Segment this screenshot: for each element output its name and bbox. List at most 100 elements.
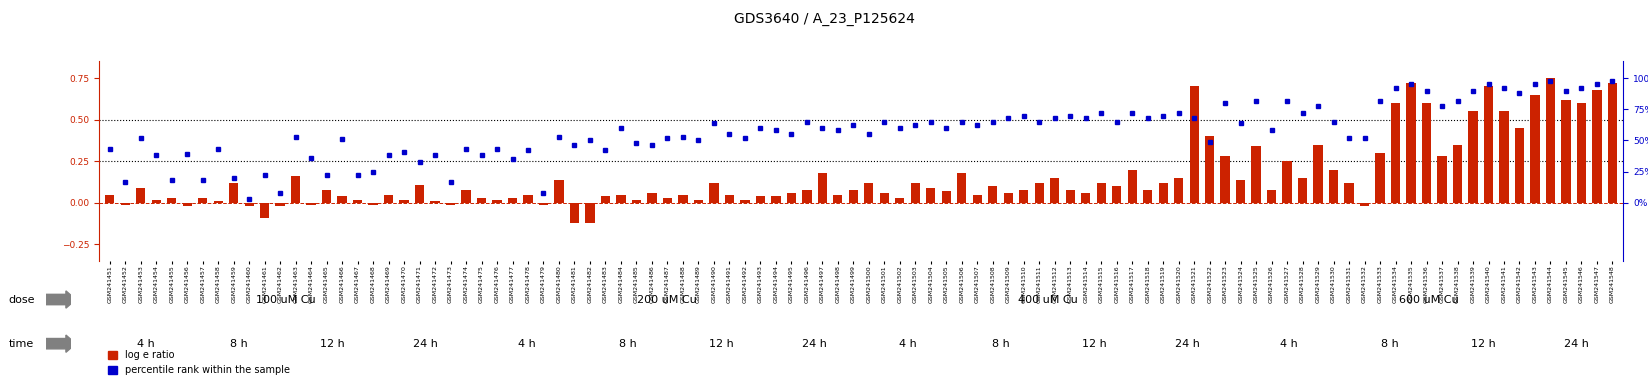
Bar: [1081, 193, 1091, 203]
Bar: [834, 195, 842, 203]
Bar: [585, 203, 595, 223]
Text: 400 uM Cu: 400 uM Cu: [1018, 295, 1078, 305]
Bar: [539, 203, 549, 205]
Bar: [292, 176, 300, 203]
Bar: [694, 200, 704, 203]
FancyArrow shape: [46, 291, 76, 308]
Bar: [616, 195, 626, 203]
Bar: [1282, 161, 1292, 203]
Bar: [570, 203, 578, 223]
Bar: [1360, 203, 1369, 206]
Bar: [1313, 145, 1323, 203]
Bar: [1127, 170, 1137, 203]
Text: 24 h: 24 h: [414, 339, 438, 349]
Bar: [1267, 190, 1276, 203]
Bar: [989, 186, 997, 203]
Bar: [911, 183, 920, 203]
Bar: [384, 195, 394, 203]
Text: 8 h: 8 h: [620, 339, 636, 349]
Bar: [1251, 146, 1261, 203]
Bar: [972, 195, 982, 203]
Bar: [662, 198, 672, 203]
Bar: [260, 203, 269, 218]
Bar: [941, 191, 951, 203]
Bar: [1096, 183, 1106, 203]
Bar: [120, 203, 130, 205]
Text: time: time: [8, 339, 33, 349]
Bar: [1546, 78, 1556, 203]
Bar: [1221, 156, 1229, 203]
Bar: [1437, 156, 1447, 203]
Text: 8 h: 8 h: [992, 339, 1010, 349]
Text: dose: dose: [8, 295, 35, 305]
Bar: [849, 190, 859, 203]
Bar: [105, 195, 114, 203]
Bar: [1561, 100, 1571, 203]
Bar: [1468, 111, 1478, 203]
Bar: [1515, 128, 1524, 203]
Bar: [1173, 178, 1183, 203]
Bar: [476, 198, 486, 203]
Bar: [895, 198, 905, 203]
Bar: [1500, 111, 1508, 203]
Bar: [709, 183, 719, 203]
Bar: [1035, 183, 1043, 203]
Bar: [771, 196, 781, 203]
Bar: [1406, 83, 1416, 203]
Text: 12 h: 12 h: [1472, 339, 1496, 349]
Bar: [493, 200, 501, 203]
Bar: [1483, 86, 1493, 203]
Bar: [244, 203, 254, 206]
Bar: [1299, 178, 1307, 203]
Bar: [864, 183, 873, 203]
Bar: [447, 203, 455, 205]
Bar: [338, 196, 346, 203]
Text: 24 h: 24 h: [1175, 339, 1200, 349]
Bar: [183, 203, 191, 206]
Bar: [137, 188, 145, 203]
Text: 12 h: 12 h: [709, 339, 733, 349]
Bar: [1608, 83, 1617, 203]
Bar: [602, 196, 610, 203]
Text: 200 uM Cu: 200 uM Cu: [636, 295, 697, 305]
Bar: [1050, 178, 1060, 203]
Bar: [307, 203, 316, 205]
Bar: [648, 193, 656, 203]
Text: 24 h: 24 h: [803, 339, 827, 349]
Bar: [152, 200, 162, 203]
Bar: [369, 203, 377, 205]
Bar: [817, 173, 827, 203]
Bar: [1592, 90, 1602, 203]
Bar: [1159, 183, 1168, 203]
Text: 12 h: 12 h: [320, 339, 344, 349]
Bar: [1345, 183, 1353, 203]
FancyArrow shape: [46, 335, 76, 353]
Text: 4 h: 4 h: [898, 339, 916, 349]
Bar: [1236, 180, 1246, 203]
Bar: [415, 185, 424, 203]
Bar: [229, 183, 239, 203]
Bar: [1422, 103, 1430, 203]
Bar: [1376, 153, 1384, 203]
Bar: [1018, 190, 1028, 203]
Bar: [554, 180, 564, 203]
Bar: [1205, 136, 1215, 203]
Text: 8 h: 8 h: [231, 339, 247, 349]
Bar: [430, 201, 440, 203]
Bar: [1190, 86, 1198, 203]
Bar: [321, 190, 331, 203]
Bar: [1328, 170, 1338, 203]
Bar: [880, 193, 888, 203]
Bar: [679, 195, 687, 203]
Bar: [166, 198, 176, 203]
Text: 4 h: 4 h: [1280, 339, 1297, 349]
Bar: [275, 203, 285, 206]
Text: 8 h: 8 h: [1381, 339, 1399, 349]
Bar: [508, 198, 517, 203]
Bar: [214, 201, 222, 203]
Text: 4 h: 4 h: [137, 339, 155, 349]
Text: 100 uM Cu: 100 uM Cu: [255, 295, 315, 305]
Bar: [461, 190, 471, 203]
Bar: [1577, 103, 1585, 203]
Bar: [198, 198, 208, 203]
